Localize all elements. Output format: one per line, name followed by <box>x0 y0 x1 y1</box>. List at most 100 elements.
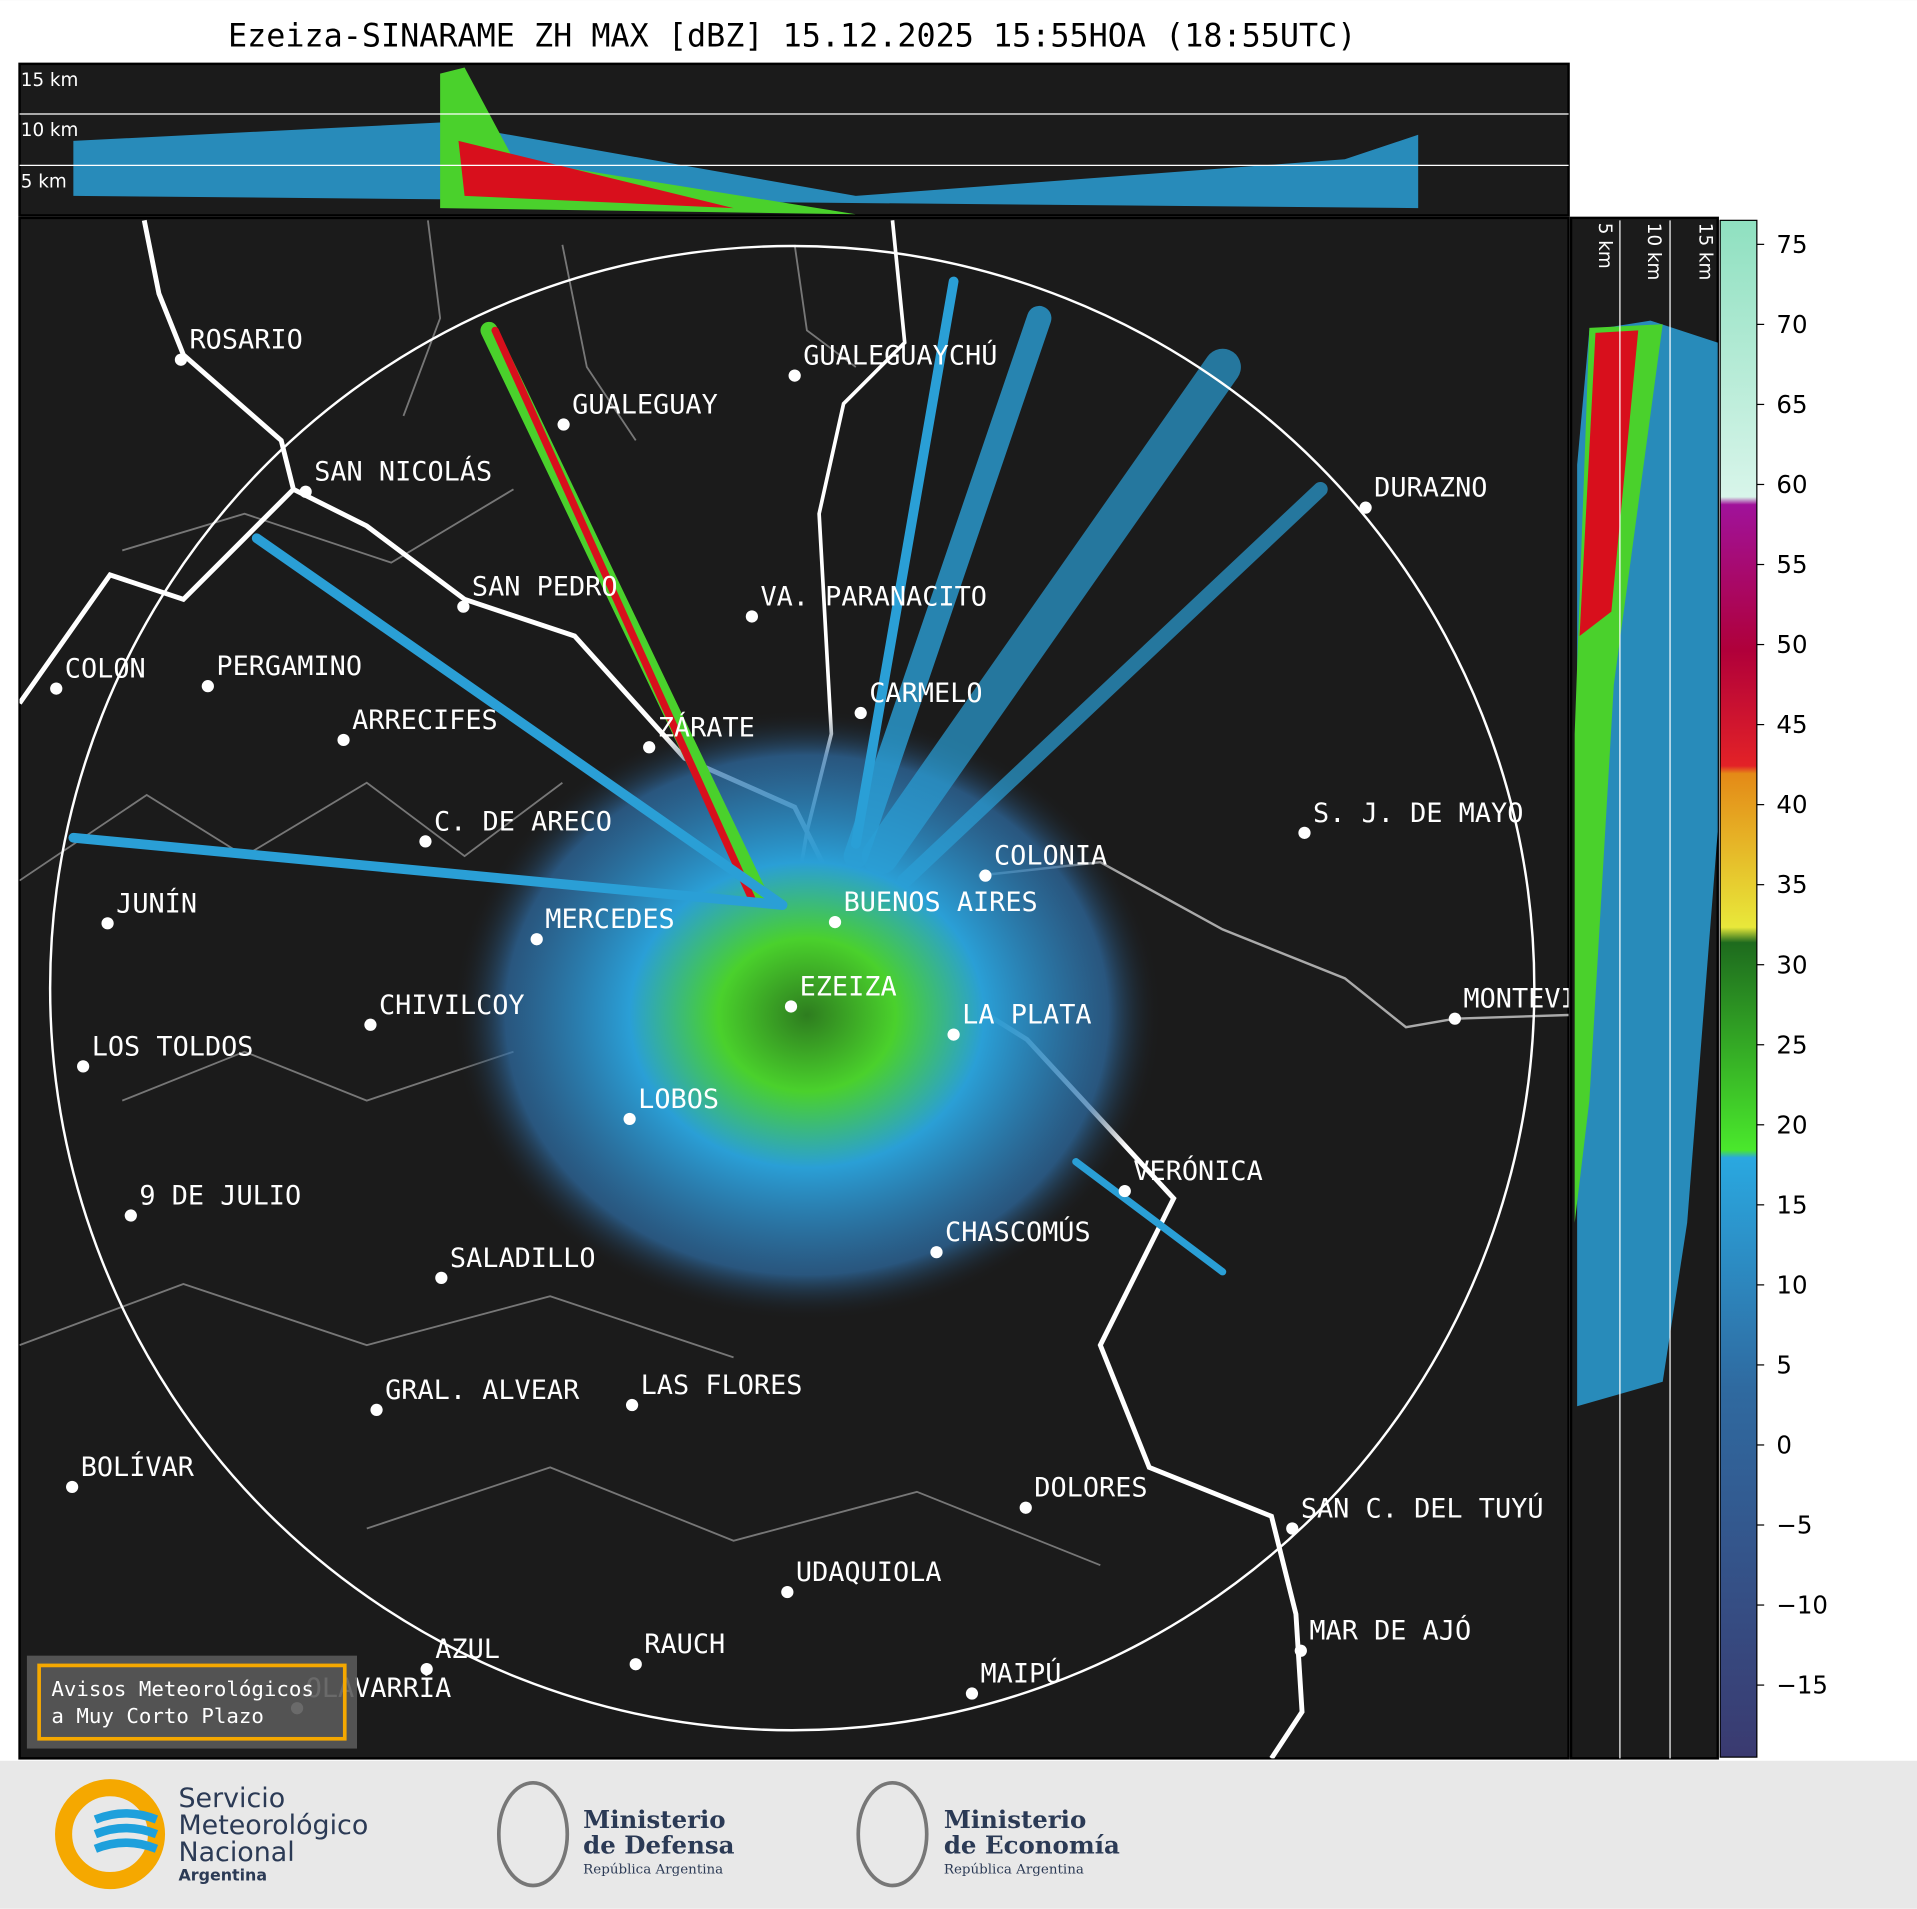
colorbar-tick-label: 5 <box>1776 1350 1792 1379</box>
echo-top <box>73 122 1419 209</box>
city-label: VA. PARANACITO <box>760 581 987 612</box>
city-label: SAN NICOLÁS <box>314 456 492 488</box>
city-dot <box>174 353 188 366</box>
city-label: S. J. DE MAYO <box>1313 798 1523 829</box>
city-label: SALADILLO <box>450 1243 596 1274</box>
city-dot <box>930 1246 943 1259</box>
warning-box[interactable] <box>37 1663 347 1741</box>
colorbar-tick-label: 55 <box>1776 550 1807 579</box>
city-dot <box>788 369 801 382</box>
city-label: BUENOS AIRES <box>844 887 1038 918</box>
city-dot <box>124 1209 137 1222</box>
city-label: AZUL <box>435 1634 500 1665</box>
colorbar-tick-label: 75 <box>1776 230 1807 259</box>
colorbar-tick-label: 20 <box>1776 1110 1807 1139</box>
city-dot <box>623 1112 636 1126</box>
city-label: ARRECIFES <box>352 705 498 736</box>
city-dot <box>965 1687 979 1700</box>
colorbar-tick-label: −10 <box>1776 1591 1828 1620</box>
echo-side-red <box>1579 330 1639 637</box>
city-label: COLONIA <box>994 841 1107 872</box>
city-label: UDAQUIOLA <box>796 1557 942 1588</box>
coat-of-arms <box>856 1780 929 1888</box>
city-label: LOS TOLDOS <box>92 1031 254 1062</box>
city-dot <box>50 682 63 695</box>
city-dot <box>828 915 842 929</box>
colorbar <box>1719 219 1758 1758</box>
city-label: ZÁRATE <box>658 711 755 743</box>
logo-text: de Economía <box>944 1831 1120 1860</box>
city-label: MAR DE AJÓ <box>1309 1615 1471 1647</box>
city-dot <box>625 1398 639 1412</box>
logo-text: Ministerio <box>944 1805 1086 1834</box>
city-label: EZEIZA <box>800 971 897 1002</box>
city-dot <box>530 933 543 946</box>
city-dot <box>435 1271 448 1284</box>
city-label: CHIVILCOY <box>379 990 525 1021</box>
warning-text: Avisos Meteorológicos <box>51 1677 314 1701</box>
city-dot <box>629 1658 642 1671</box>
warning-backdrop <box>26 1655 357 1749</box>
height-label: 10 km <box>1643 223 1664 281</box>
city-label: DURAZNO <box>1374 473 1487 504</box>
city-dot <box>1294 1644 1307 1657</box>
city-dot <box>781 1585 794 1599</box>
city-label: CARMELO <box>869 678 982 709</box>
city-dot <box>420 1662 433 1676</box>
city-dot <box>299 485 312 498</box>
city-dot <box>947 1028 960 1041</box>
city-label: MONTEVIDEO <box>1463 984 1625 1015</box>
city-label: 9 DE JULIO <box>139 1181 301 1212</box>
city-label: LA PLATA <box>962 1000 1091 1031</box>
colorbar-tick-label: 40 <box>1776 790 1807 819</box>
city-label: DOLORES <box>1034 1473 1147 1504</box>
city-dot <box>979 869 992 882</box>
city-label: VERÓNICA <box>1133 1155 1262 1187</box>
logo-text: de Defensa <box>583 1831 734 1860</box>
city-dot <box>784 1000 798 1013</box>
city-label: C. DE ARECO <box>434 806 612 837</box>
colorbar-tick-label: −5 <box>1776 1511 1812 1540</box>
city-label: JUNÍN <box>116 887 197 919</box>
city-label: LOBOS <box>638 1084 719 1115</box>
echo-rays <box>68 276 1328 1276</box>
city-label: GRAL. ALVEAR <box>385 1375 580 1406</box>
city-label: BOLÍVAR <box>81 1451 195 1483</box>
logo-text: República Argentina <box>944 1862 1084 1877</box>
city-dot <box>745 610 758 623</box>
colorbar-tick-label: 70 <box>1776 310 1807 339</box>
coat-of-arms <box>496 1780 570 1888</box>
echo-area <box>452 709 1162 1321</box>
colorbar-tick-label: 50 <box>1776 630 1807 659</box>
city-dot <box>457 600 470 613</box>
city-label: RAUCH <box>644 1629 725 1660</box>
colorbar-tick-label: 15 <box>1776 1190 1807 1219</box>
logo-text: Argentina <box>178 1866 267 1885</box>
logo-text: República Argentina <box>583 1862 723 1877</box>
warning-text: a Muy Corto Plazo <box>51 1704 264 1728</box>
city-label: MAIPÚ <box>981 1658 1062 1690</box>
city-dot <box>1118 1184 1131 1198</box>
colorbar-tick-label: 65 <box>1776 390 1807 419</box>
city-dot <box>66 1480 79 1494</box>
city-label: COLON <box>65 654 146 685</box>
city-dot <box>854 706 867 720</box>
city-dot <box>557 418 570 431</box>
city-dot <box>1019 1501 1032 1514</box>
city-label: GUALEGUAY <box>572 390 718 421</box>
height-label: 5 km <box>1594 223 1615 269</box>
logo-text: Servicio <box>178 1783 285 1814</box>
city-dot <box>1298 826 1311 839</box>
map-content: ROSARIO GUALEGUAYCHÚ GUALEGUAY SAN NICOLÁS D… <box>19 219 1625 1759</box>
colorbar-tick-label: 30 <box>1776 950 1807 979</box>
province-boundaries <box>19 220 1101 1567</box>
city-label: MERCEDES <box>545 904 674 935</box>
city-dot <box>201 680 214 693</box>
colorbar-tick-label: −15 <box>1776 1671 1828 1700</box>
city-label: ROSARIO <box>189 325 302 356</box>
height-label: 15 km <box>21 70 79 91</box>
city-dot <box>643 741 656 754</box>
logo-text: Nacional <box>178 1837 294 1868</box>
colorbar-tick-label: 45 <box>1776 710 1807 739</box>
